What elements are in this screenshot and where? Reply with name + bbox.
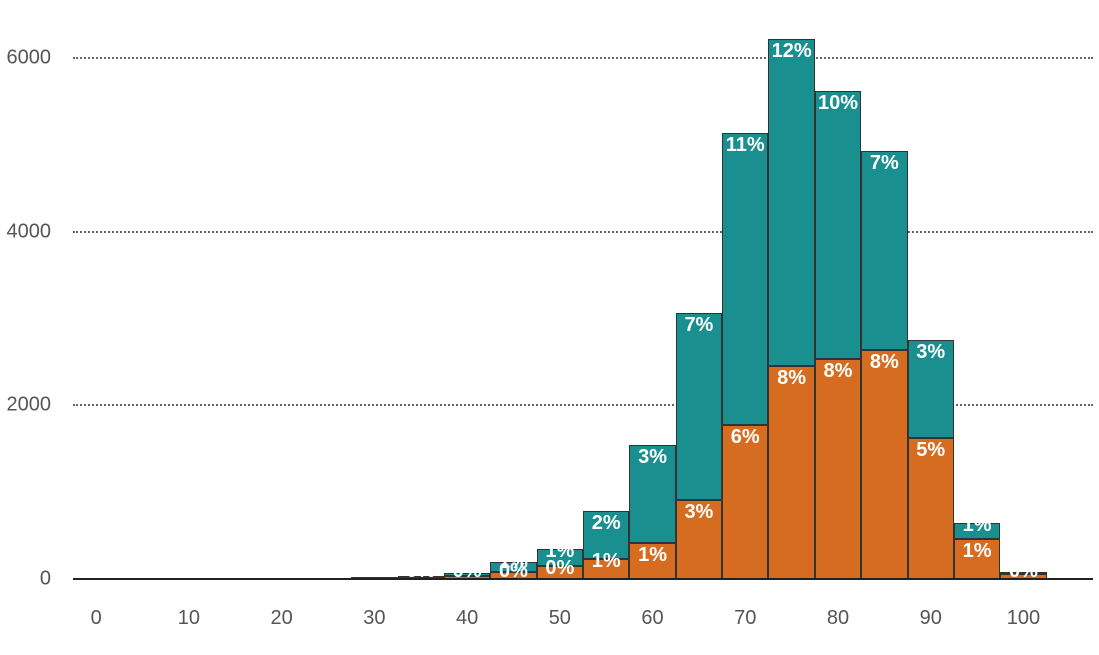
x-tick-label: 80: [827, 607, 849, 630]
x-tick-label: 90: [920, 607, 942, 630]
histogram-chart: 020004000600001020304050607080901000%0%0…: [0, 0, 1099, 655]
bar-segment-teal: [490, 562, 536, 572]
bar-segment-orange: [861, 350, 907, 579]
bar: 8%7%: [861, 151, 907, 579]
bar-segment-teal: [537, 549, 583, 566]
y-tick-label: 2000: [7, 394, 52, 417]
bar-segment-orange: [629, 543, 675, 579]
bar: 5%3%: [908, 340, 954, 579]
bar: 0%1%: [490, 562, 536, 579]
grid-line: [73, 231, 1093, 233]
bar-segment-orange: [815, 359, 861, 579]
x-tick-label: 30: [363, 607, 385, 630]
plot-area: 020004000600001020304050607080901000%0%0…: [73, 15, 1093, 579]
bar-segment-orange: [768, 366, 814, 579]
bar-segment-teal: [444, 573, 490, 576]
bar: 6%11%: [722, 133, 768, 579]
x-tick-label: 10: [178, 607, 200, 630]
bar-segment-teal: [1000, 572, 1046, 574]
bar: 1%2%: [583, 511, 629, 579]
bar-segment-orange: [908, 438, 954, 579]
grid-line: [73, 57, 1093, 59]
bar-segment-teal: [583, 511, 629, 559]
bar-segment-teal: [954, 523, 1000, 539]
bar-segment-orange: [954, 539, 1000, 579]
bar: 1%1%: [954, 523, 1000, 579]
x-tick-label: 0: [91, 607, 102, 630]
bar-segment-teal: [815, 91, 861, 358]
bar: 8%12%: [768, 39, 814, 579]
x-tick-label: 50: [549, 607, 571, 630]
bar: 1%3%: [629, 445, 675, 579]
y-tick-label: 4000: [7, 220, 52, 243]
bar-segment-teal: [768, 39, 814, 365]
x-tick-label: 70: [734, 607, 756, 630]
bar-segment-teal: [629, 445, 675, 543]
bar-segment-teal: [861, 151, 907, 350]
bar: 0%1%: [537, 549, 583, 579]
bar-segment-teal: [722, 133, 768, 425]
x-tick-label: 20: [271, 607, 293, 630]
bar-segment-orange: [676, 500, 722, 579]
bar: 8%10%: [815, 91, 861, 579]
y-tick-label: 6000: [7, 47, 52, 70]
y-tick-label: 0: [40, 568, 51, 591]
x-axis-baseline: [73, 578, 1093, 580]
bar-segment-orange: [722, 425, 768, 579]
bar-segment-orange: [583, 559, 629, 579]
bar-segment-teal: [908, 340, 954, 438]
bar: 3%7%: [676, 313, 722, 579]
bar-segment-teal: [676, 313, 722, 500]
x-tick-label: 100: [1007, 607, 1040, 630]
x-tick-label: 60: [641, 607, 663, 630]
x-tick-label: 40: [456, 607, 478, 630]
